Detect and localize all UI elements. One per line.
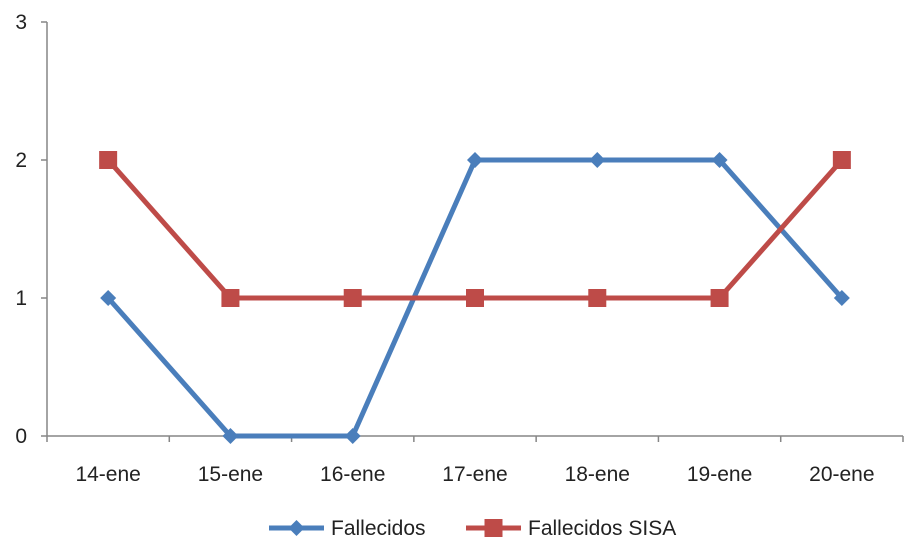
data-point xyxy=(467,152,483,168)
data-point xyxy=(832,151,851,169)
y-tick-label: 0 xyxy=(15,425,27,448)
data-point xyxy=(221,289,240,307)
y-tick-label: 3 xyxy=(15,11,27,34)
legend-marker xyxy=(484,519,503,537)
data-point xyxy=(711,152,728,168)
legend: Fallecidos Fallecidos SISA xyxy=(269,517,676,539)
series-line xyxy=(106,158,844,301)
y-axis-ticks: 0 1 2 3 xyxy=(15,11,47,448)
x-tick-label: 18-ene xyxy=(565,463,630,486)
legend-item-1: Fallecidos xyxy=(269,517,426,539)
data-point xyxy=(344,428,361,444)
y-tick-label: 1 xyxy=(15,287,27,310)
x-tick-label: 20-ene xyxy=(809,463,874,486)
legend-item-2: Fallecidos SISA xyxy=(466,517,676,539)
data-point xyxy=(222,428,239,444)
legend-marker xyxy=(288,520,305,536)
data-point xyxy=(99,151,118,169)
x-axis-ticks: 14-ene 15-ene 16-ene 17-ene 18-ene 19-ene 20-e… xyxy=(46,436,904,486)
data-point xyxy=(100,290,117,306)
data-point xyxy=(466,289,484,307)
data-point xyxy=(710,289,729,307)
series-2 xyxy=(99,151,851,307)
legend-label: Fallecidos SISA xyxy=(528,517,676,539)
x-tick-label: 17-ene xyxy=(442,463,507,486)
legend-label: Fallecidos xyxy=(331,517,426,539)
data-point xyxy=(833,290,850,306)
data-point xyxy=(343,289,362,307)
data-point xyxy=(588,289,607,307)
series-layer xyxy=(99,151,851,444)
x-tick-label: 14-ene xyxy=(75,463,140,486)
x-tick-label: 19-ene xyxy=(687,463,752,486)
data-point xyxy=(589,152,606,168)
y-tick-label: 2 xyxy=(15,149,27,172)
x-tick-label: 16-ene xyxy=(320,463,385,486)
x-tick-label: 15-ene xyxy=(198,463,263,486)
series-1 xyxy=(100,152,850,444)
axes xyxy=(46,22,903,437)
